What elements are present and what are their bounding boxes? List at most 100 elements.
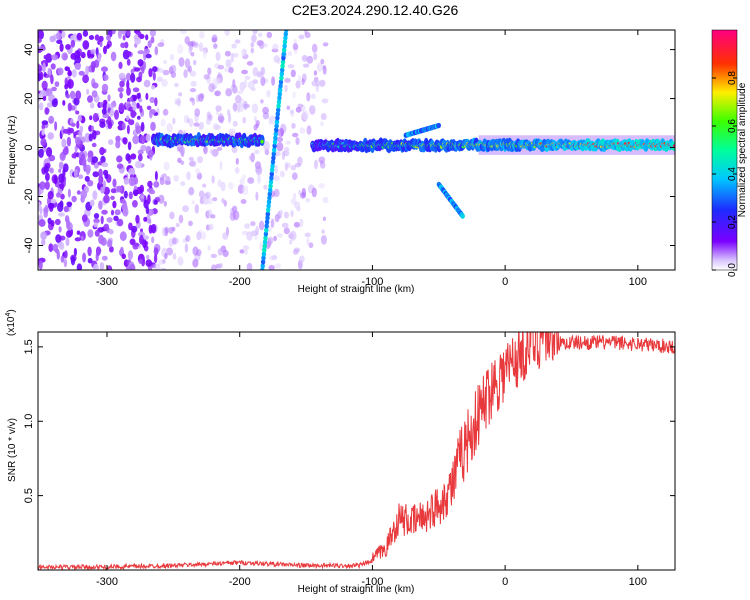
noise-blob (118, 61, 123, 69)
noise-blob (311, 187, 317, 198)
noise-blob (170, 71, 176, 78)
noise-blob (93, 213, 100, 219)
noise-blob (135, 125, 142, 134)
noise-blob (122, 209, 128, 217)
noise-blob (258, 220, 265, 231)
noise-blob (98, 168, 103, 178)
noise-blob (147, 180, 153, 188)
noise-blob (110, 51, 117, 62)
noise-blob (322, 42, 329, 47)
noise-blob (101, 83, 109, 93)
noise-blob (231, 43, 237, 49)
noise-blob (263, 43, 268, 48)
noise-blob (93, 263, 99, 270)
noise-blob (294, 163, 301, 168)
noise-blob (196, 231, 202, 241)
noise-blob (106, 217, 113, 223)
noise-blob (87, 95, 93, 103)
noise-blob (250, 221, 256, 227)
noise-blob (251, 34, 257, 43)
noise-blob (51, 98, 58, 108)
noise-blob (274, 263, 282, 269)
noise-blob (177, 143, 184, 152)
noise-blob (128, 176, 136, 187)
noise-blob (61, 52, 68, 61)
noise-blob (306, 125, 312, 135)
noise-blob (213, 43, 218, 49)
noise-blob (62, 128, 70, 134)
noise-blob (87, 150, 94, 159)
y-axis-label: Frequency (Hz) (7, 116, 18, 185)
noise-blob (38, 260, 43, 270)
noise-blob (193, 122, 200, 127)
noise-blob (101, 66, 108, 72)
noise-blob (299, 127, 306, 134)
noise-blob (101, 162, 109, 168)
noise-blob (225, 88, 233, 97)
noise-blob (277, 233, 283, 238)
noise-blob (62, 100, 66, 106)
noise-blob (304, 232, 311, 238)
streak-mark (262, 247, 267, 253)
noise-blob (145, 133, 151, 142)
noise-blob (132, 106, 137, 111)
noise-blob (89, 199, 95, 207)
noise-blob (140, 121, 145, 132)
y-tick-label: 1.5 (23, 339, 35, 354)
noise-blob (71, 195, 77, 203)
noise-blob (259, 241, 264, 251)
x-tick-label: -200 (229, 276, 251, 288)
noise-blob (126, 115, 130, 121)
noise-blob (128, 119, 135, 126)
noise-blob (44, 107, 50, 115)
noise-blob (320, 113, 327, 121)
noise-blob (43, 55, 47, 60)
noise-blob (224, 50, 231, 57)
noise-blob (173, 175, 179, 182)
noise-blob (191, 97, 196, 106)
noise-blob (106, 265, 113, 270)
noise-blob (149, 30, 156, 37)
noise-blob (39, 45, 46, 52)
noise-blob (110, 195, 115, 200)
streak-mark (276, 107, 281, 113)
noise-blob (239, 178, 245, 186)
noise-blob (207, 67, 212, 75)
noise-blob (290, 165, 297, 171)
noise-blob (136, 92, 141, 100)
noise-blob (284, 162, 288, 171)
noise-blob (193, 41, 199, 49)
noise-blob (137, 149, 144, 155)
noise-blob (99, 262, 105, 270)
noise-blob (96, 246, 101, 255)
noise-blob (306, 237, 310, 246)
noise-blob (164, 252, 168, 260)
noise-blob (195, 168, 201, 175)
noise-blob (131, 101, 137, 107)
noise-blob (244, 223, 251, 230)
streak-mark (268, 179, 274, 185)
streak-mark (270, 167, 275, 173)
noise-blob (277, 128, 284, 138)
noise-blob (92, 190, 98, 200)
streak-mark (278, 79, 284, 85)
streak-mark (282, 47, 287, 53)
noise-blob (287, 162, 291, 168)
noise-blob (70, 256, 76, 266)
noise-blob (139, 135, 146, 145)
colorbar (712, 30, 737, 270)
streak-mark (263, 231, 269, 237)
noise-blob (145, 254, 150, 260)
noise-blob (199, 121, 204, 130)
noise-blob (80, 51, 86, 59)
noise-blob (58, 212, 65, 217)
noise-blob (128, 191, 133, 200)
noise-blob (38, 30, 44, 40)
noise-blob (289, 239, 293, 245)
noise-blob (120, 246, 124, 256)
noise-blob (79, 125, 84, 133)
noise-blob (117, 30, 122, 39)
streak-mark (273, 131, 278, 137)
noise-blob (148, 189, 156, 195)
noise-blob (297, 103, 304, 108)
